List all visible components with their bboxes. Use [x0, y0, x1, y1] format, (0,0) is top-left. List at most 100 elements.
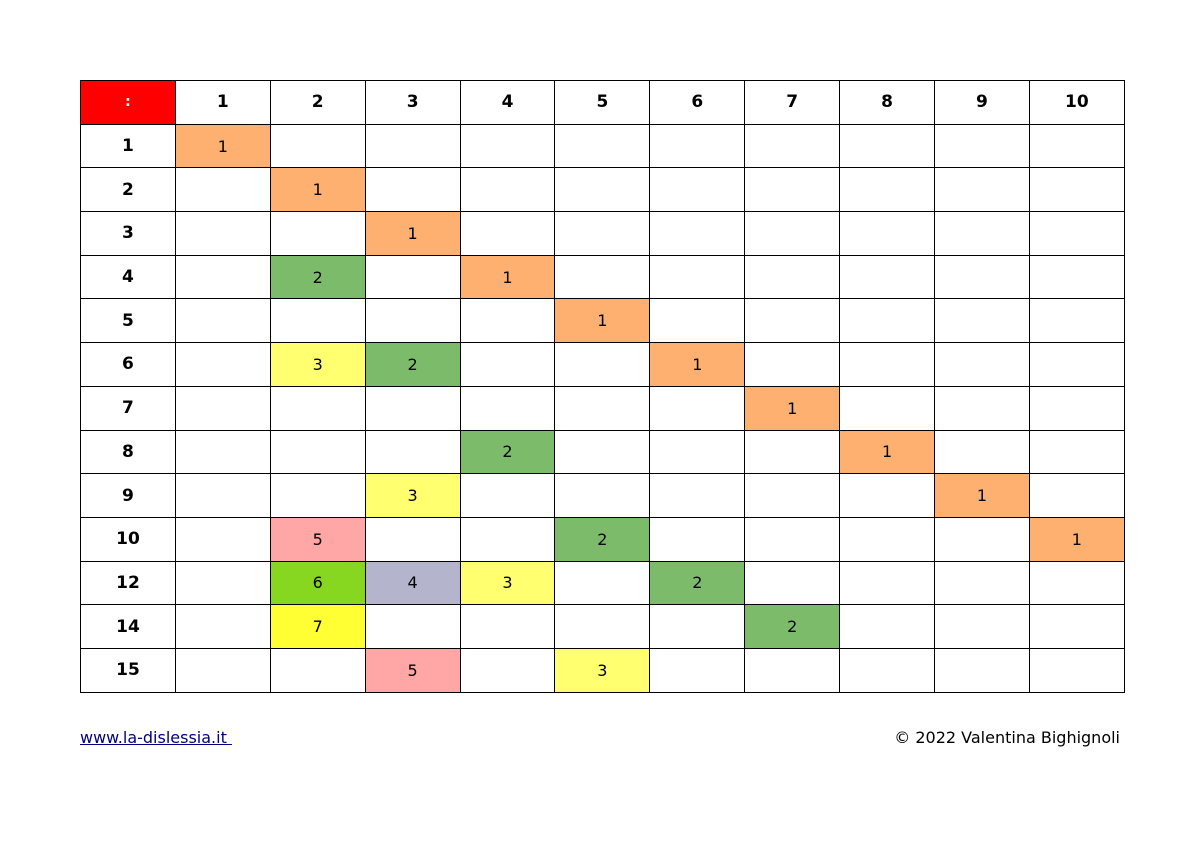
empty-cell — [269, 647, 366, 693]
table-row: 8 2 1 — [80, 429, 1125, 475]
empty-cell — [1028, 604, 1125, 649]
empty-cell — [364, 123, 461, 169]
header-row: :1 2 3 4 5 6 7 8 9 10 — [80, 80, 1125, 125]
empty-cell — [934, 516, 1030, 562]
empty-cell — [459, 385, 556, 431]
row-header: 9 — [80, 473, 176, 518]
column-header: 3 — [364, 80, 461, 125]
empty-cell — [1028, 167, 1125, 213]
column-header: 6 — [649, 80, 746, 125]
quotient-cell: 1 — [934, 473, 1030, 518]
table-row: 4 2 1 — [80, 254, 1125, 300]
empty-cell — [649, 429, 746, 475]
empty-cell — [744, 516, 841, 562]
empty-cell — [174, 604, 271, 649]
quotient-cell: 1 — [839, 429, 936, 475]
empty-cell — [934, 298, 1030, 344]
empty-cell — [554, 167, 651, 213]
empty-cell — [839, 254, 936, 300]
quotient-cell: 3 — [554, 647, 651, 693]
copyright-text: © 2022 Valentina Bighignoli — [894, 728, 1120, 747]
empty-cell — [269, 385, 366, 431]
quotient-cell: 7 — [269, 604, 366, 649]
quotient-cell: 3 — [269, 342, 366, 387]
quotient-cell: 2 — [744, 604, 841, 649]
empty-cell — [649, 167, 746, 213]
empty-cell — [554, 211, 651, 256]
row-header: 4 — [80, 254, 176, 300]
empty-cell — [174, 429, 271, 475]
quotient-cell: 1 — [744, 385, 841, 431]
empty-cell — [174, 298, 271, 344]
empty-cell — [744, 167, 841, 213]
column-header: 10 — [1028, 80, 1125, 125]
empty-cell — [364, 385, 461, 431]
column-header: 2 — [269, 80, 366, 125]
empty-cell — [839, 473, 936, 518]
empty-cell — [744, 647, 841, 693]
empty-cell — [554, 385, 651, 431]
empty-cell — [364, 604, 461, 649]
empty-cell — [1028, 473, 1125, 518]
row-header: 7 — [80, 385, 176, 431]
empty-cell — [839, 604, 936, 649]
empty-cell — [1028, 254, 1125, 300]
empty-cell — [1028, 385, 1125, 431]
empty-cell — [364, 167, 461, 213]
empty-cell — [459, 342, 556, 387]
empty-cell — [649, 123, 746, 169]
empty-cell — [174, 385, 271, 431]
column-header: 5 — [554, 80, 651, 125]
empty-cell — [934, 123, 1030, 169]
empty-cell — [269, 123, 366, 169]
empty-cell — [174, 516, 271, 562]
empty-cell — [269, 429, 366, 475]
empty-cell — [934, 604, 1030, 649]
empty-cell — [1028, 647, 1125, 693]
empty-cell — [839, 385, 936, 431]
empty-cell — [174, 473, 271, 518]
quotient-cell: 1 — [174, 123, 271, 169]
empty-cell — [459, 516, 556, 562]
empty-cell — [649, 647, 746, 693]
empty-cell — [554, 342, 651, 387]
empty-cell — [1028, 429, 1125, 475]
empty-cell — [649, 298, 746, 344]
empty-cell — [554, 560, 651, 606]
quotient-cell: 4 — [364, 560, 461, 606]
empty-cell — [744, 473, 841, 518]
row-header: 8 — [80, 429, 176, 475]
empty-cell — [839, 342, 936, 387]
quotient-cell: 1 — [269, 167, 366, 213]
empty-cell — [459, 123, 556, 169]
website-link[interactable]: www.la-dislessia.it — [80, 728, 232, 747]
column-header: 9 — [934, 80, 1030, 125]
empty-cell — [839, 167, 936, 213]
empty-cell — [554, 123, 651, 169]
row-header: 12 — [80, 560, 176, 606]
empty-cell — [1028, 123, 1125, 169]
quotient-cell: 2 — [459, 429, 556, 475]
row-header: 1 — [80, 123, 176, 169]
empty-cell — [744, 123, 841, 169]
empty-cell — [364, 516, 461, 562]
empty-cell — [744, 342, 841, 387]
empty-cell — [364, 429, 461, 475]
table-row: 12 6 4 3 2 — [80, 560, 1125, 606]
empty-cell — [174, 167, 271, 213]
empty-cell — [934, 560, 1030, 606]
empty-cell — [174, 647, 271, 693]
empty-cell — [174, 342, 271, 387]
empty-cell — [744, 560, 841, 606]
empty-cell — [839, 647, 936, 693]
quotient-cell: 5 — [364, 647, 461, 693]
quotient-cell: 6 — [269, 560, 366, 606]
empty-cell — [174, 560, 271, 606]
empty-cell — [839, 516, 936, 562]
quotient-cell: 2 — [364, 342, 461, 387]
empty-cell — [554, 429, 651, 475]
empty-cell — [649, 254, 746, 300]
row-header: 3 — [80, 211, 176, 256]
